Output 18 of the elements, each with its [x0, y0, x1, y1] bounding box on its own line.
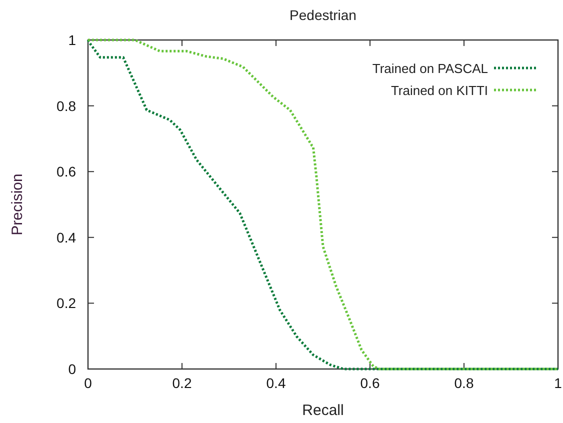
legend-label: Trained on PASCAL	[372, 61, 488, 76]
x-axis-title: Recall	[302, 402, 344, 419]
x-tick-label: 0.6	[360, 375, 380, 391]
x-tick-label: 0.2	[172, 375, 192, 391]
y-tick-label: 0.2	[56, 295, 76, 312]
y-tick-label: 0.6	[56, 164, 76, 180]
y-tick-label: 0	[68, 361, 76, 377]
x-tick-label: 0.8	[454, 375, 474, 391]
chart-title: Pedestrian	[290, 7, 356, 23]
y-axis-title: Precision	[9, 174, 26, 236]
x-tick-label: 0.4	[266, 375, 286, 391]
line-series	[86, 38, 560, 370]
y-tick-label: 0.4	[56, 229, 76, 246]
legend-label: Trained on KITTI	[390, 83, 488, 98]
x-tick-label: 1	[554, 375, 562, 391]
x-tick-label: 0	[84, 375, 92, 391]
y-tick-label: 0.8	[56, 98, 76, 114]
y-tick-label: 1	[68, 32, 76, 48]
